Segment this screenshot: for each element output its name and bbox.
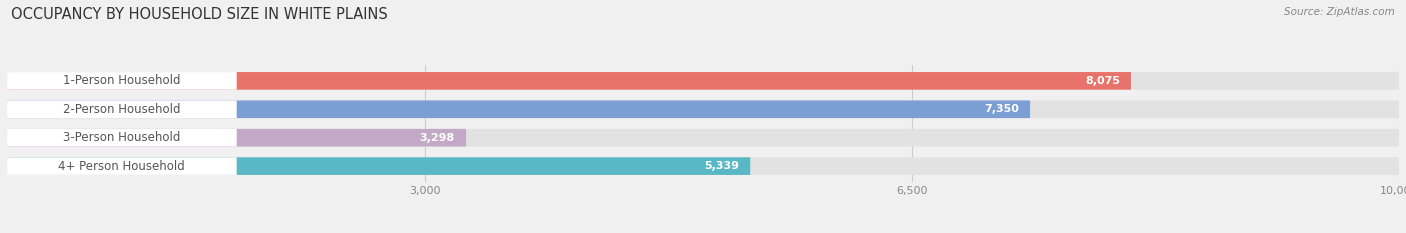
Text: 2-Person Household: 2-Person Household [63, 103, 180, 116]
FancyBboxPatch shape [7, 72, 1399, 90]
FancyBboxPatch shape [7, 129, 236, 147]
Text: 3-Person Household: 3-Person Household [63, 131, 180, 144]
FancyBboxPatch shape [7, 100, 236, 118]
FancyBboxPatch shape [7, 157, 751, 175]
Text: 1-Person Household: 1-Person Household [63, 74, 180, 87]
FancyBboxPatch shape [7, 157, 1399, 175]
Text: 8,075: 8,075 [1085, 76, 1121, 86]
Text: 4+ Person Household: 4+ Person Household [59, 160, 186, 173]
Text: 5,339: 5,339 [704, 161, 740, 171]
Text: 7,350: 7,350 [984, 104, 1019, 114]
FancyBboxPatch shape [7, 157, 236, 175]
FancyBboxPatch shape [7, 100, 1031, 118]
Text: OCCUPANCY BY HOUSEHOLD SIZE IN WHITE PLAINS: OCCUPANCY BY HOUSEHOLD SIZE IN WHITE PLA… [11, 7, 388, 22]
FancyBboxPatch shape [7, 100, 1399, 118]
FancyBboxPatch shape [7, 72, 1130, 90]
FancyBboxPatch shape [7, 129, 1399, 147]
Text: 3,298: 3,298 [420, 133, 456, 143]
FancyBboxPatch shape [7, 72, 236, 90]
Text: Source: ZipAtlas.com: Source: ZipAtlas.com [1284, 7, 1395, 17]
FancyBboxPatch shape [7, 129, 467, 147]
